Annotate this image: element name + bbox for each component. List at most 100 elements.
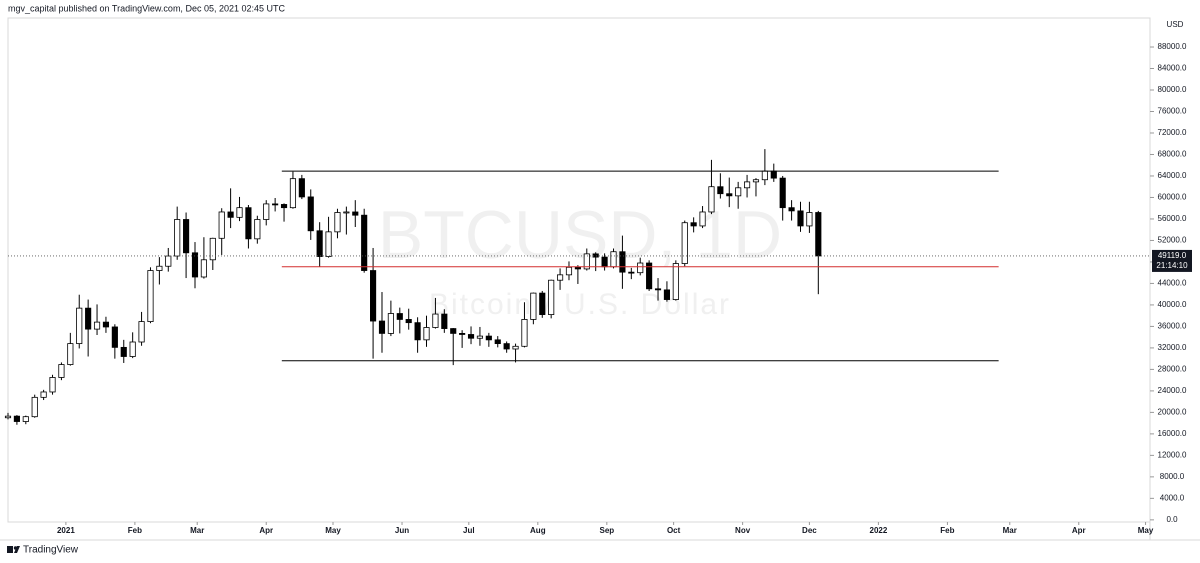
- candle-body: [530, 292, 537, 320]
- candle-body: [485, 335, 492, 341]
- candle-body: [628, 271, 635, 274]
- y-tick-label: 56000.0: [1158, 214, 1187, 223]
- candle-body: [459, 333, 466, 335]
- candle-body: [717, 186, 724, 195]
- last-price-box: [1152, 249, 1192, 272]
- candle-body: [494, 339, 501, 345]
- candle-body: [316, 230, 323, 257]
- y-tick-label: 40000.0: [1158, 300, 1187, 309]
- candle-body: [49, 377, 56, 393]
- candle-body: [770, 170, 777, 179]
- candle-body: [752, 179, 760, 183]
- x-tick-label: Feb: [128, 526, 142, 535]
- plot-layer: [4, 149, 1150, 425]
- candle-body: [574, 266, 581, 270]
- x-tick-label: May: [325, 526, 341, 535]
- y-tick-label: 4000.0: [1160, 493, 1185, 502]
- x-tick-label: Mar: [1003, 526, 1017, 535]
- candle-body: [797, 210, 804, 227]
- candle-body: [503, 343, 510, 350]
- candle-body: [521, 319, 528, 347]
- candle-body: [654, 288, 662, 291]
- candle-body: [120, 346, 127, 357]
- candle-body: [779, 177, 786, 209]
- candle-body: [637, 262, 644, 274]
- candle-body: [646, 262, 653, 290]
- candle-body: [565, 266, 573, 276]
- candle-body: [263, 203, 270, 220]
- candle-body: [396, 313, 403, 320]
- candle-body: [183, 219, 190, 254]
- x-tick-label: May: [1138, 526, 1154, 535]
- x-tick-label: 2021: [57, 526, 75, 535]
- candle-body: [690, 222, 697, 227]
- candle-body: [450, 328, 457, 334]
- candle-body: [298, 178, 305, 198]
- candle-body: [129, 341, 136, 357]
- candle-body: [31, 396, 38, 418]
- footer-logo: [7, 546, 20, 553]
- candle-body: [93, 321, 101, 330]
- currency-box: [1164, 19, 1186, 31]
- candle-body: [209, 237, 216, 261]
- candle-body: [387, 313, 394, 334]
- candle-body: [245, 207, 252, 240]
- x-tick-label: Mar: [190, 526, 204, 535]
- candle-body: [699, 211, 706, 227]
- candle-body: [147, 270, 154, 322]
- y-tick-label: 20000.0: [1158, 407, 1187, 416]
- candle-body: [378, 320, 386, 334]
- x-tick-label: Oct: [667, 526, 681, 535]
- candle-body: [307, 196, 314, 232]
- candle-body: [280, 204, 288, 209]
- footer: TradingView: [23, 545, 79, 556]
- y-tick-label: 8000.0: [1160, 472, 1185, 481]
- last-price-label: 49119.0: [1158, 251, 1187, 260]
- candle-body: [583, 253, 590, 270]
- candle-body: [815, 212, 822, 257]
- candle-body: [423, 327, 430, 341]
- candle-body: [272, 203, 279, 206]
- candle-body: [13, 415, 20, 422]
- candle-body: [334, 212, 341, 233]
- x-tick-label: Jul: [463, 526, 475, 535]
- candle-body: [761, 170, 768, 181]
- candle-body: [165, 255, 172, 267]
- candle-body: [663, 289, 671, 300]
- y-tick-label: 76000.0: [1158, 107, 1187, 116]
- x-tick-label: Apr: [1072, 526, 1086, 535]
- candle-body: [806, 212, 813, 227]
- y-tick-label: 32000.0: [1158, 343, 1187, 352]
- candle-body: [40, 391, 47, 398]
- candle-body: [672, 263, 679, 300]
- x-tick-label: Feb: [940, 526, 954, 535]
- candle-body: [156, 265, 163, 271]
- candle-body: [610, 251, 617, 268]
- candle-body: [619, 251, 626, 273]
- x-tick-label: 2022: [870, 526, 888, 535]
- y-tick-label: 52000.0: [1158, 236, 1187, 245]
- candle-body: [200, 259, 207, 278]
- candle-body: [557, 274, 564, 281]
- candle-body: [67, 343, 74, 365]
- y-tick-label: 80000.0: [1158, 85, 1187, 94]
- x-tick-label: Dec: [802, 526, 817, 535]
- y-tick-label: 36000.0: [1158, 322, 1187, 331]
- candle-body: [467, 334, 475, 339]
- y-tick-label: 84000.0: [1158, 64, 1187, 73]
- y-tick-label: 24000.0: [1158, 386, 1187, 395]
- y-tick-label: 88000.0: [1158, 42, 1187, 51]
- candle-body: [405, 319, 412, 324]
- candle-body: [441, 313, 448, 329]
- candle-body: [76, 307, 83, 345]
- candle-body: [289, 178, 297, 209]
- candle-body: [343, 211, 350, 214]
- candle-body: [735, 187, 742, 197]
- candle-body: [744, 181, 751, 189]
- candle-body: [236, 207, 243, 218]
- candle-body: [111, 326, 118, 348]
- y-tick-label: 72000.0: [1158, 128, 1187, 137]
- countdown: 21:14:10: [1156, 261, 1188, 270]
